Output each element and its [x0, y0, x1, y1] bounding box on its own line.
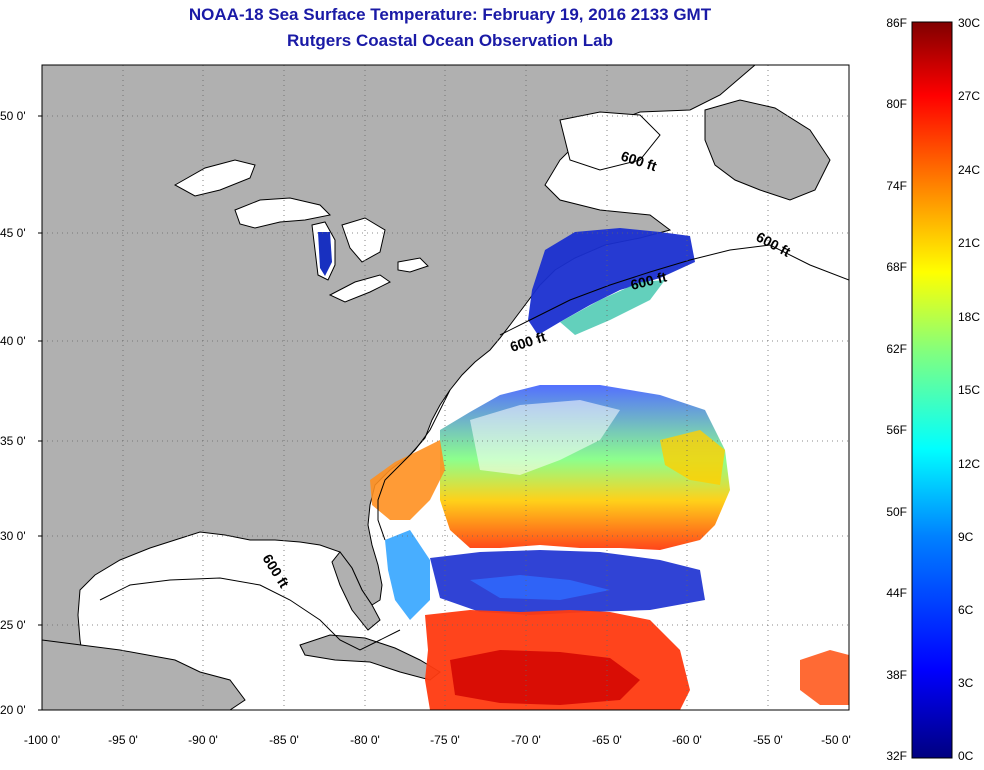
- lake-huron: [341, 217, 386, 263]
- isobath-600ft-atlantic: [377, 389, 451, 541]
- longitude-axis: -100 0' -95 0' -90 0' -85 0' -80 0' -75 …: [24, 733, 851, 747]
- colorbar-f-label: 38F: [886, 668, 907, 682]
- colorbar-gradient: [911, 21, 953, 759]
- colorbar-c-label: 3C: [958, 676, 974, 690]
- colorbar-f-label: 56F: [886, 423, 907, 437]
- sst-carolina-shelf: [370, 440, 445, 520]
- lon-label: -55 0': [753, 733, 783, 747]
- colorbar-f-label: 62F: [886, 342, 907, 356]
- land-florida: [331, 551, 381, 631]
- colorbar-c-label: 18C: [958, 310, 980, 324]
- colorbar-c-label: 12C: [958, 457, 980, 471]
- lon-label: -60 0': [672, 733, 702, 747]
- colorbar-f-label: 44F: [886, 586, 907, 600]
- colorbar-c-label: 6C: [958, 603, 974, 617]
- colorbar-f-label: 50F: [886, 505, 907, 519]
- lat-label: 35 0': [0, 434, 26, 448]
- latitude-axis: 50 0' 45 0' 40 0' 35 0' 30 0' 25 0' 20 0…: [0, 109, 42, 717]
- colorbar-f-label: 74F: [886, 179, 907, 193]
- colorbar-c-label: 27C: [958, 89, 980, 103]
- lon-label: -85 0': [269, 733, 299, 747]
- colorbar-c-label: 0C: [958, 749, 974, 763]
- land-yucatan: [42, 639, 246, 710]
- colorbar-f-label: 86F: [886, 16, 907, 30]
- lon-label: -90 0': [188, 733, 218, 747]
- lon-label: -95 0': [108, 733, 138, 747]
- colorbar-f-label: 32F: [886, 749, 907, 763]
- sst-data-field: [370, 228, 849, 710]
- sst-tropical-hot-core: [450, 650, 640, 705]
- colorbar: 86F 80F 74F 68F 62F 56F 50F 44F 38F 32F …: [886, 16, 980, 763]
- colorbar-c-label: 15C: [958, 383, 980, 397]
- colorbar-f-label: 68F: [886, 260, 907, 274]
- lon-label: -100 0': [24, 733, 60, 747]
- lon-label: -70 0': [511, 733, 541, 747]
- gulf-st-lawrence: [559, 111, 661, 171]
- lat-label: 20 0': [0, 703, 26, 717]
- lat-label: 45 0': [0, 226, 26, 240]
- map-border: [41, 64, 850, 711]
- isobath-600ft-gulf: [99, 577, 401, 651]
- lake-erie: [328, 274, 391, 303]
- sst-scotian-shelf: [528, 228, 695, 335]
- colorbar-f-label: 80F: [886, 97, 907, 111]
- lat-label: 25 0': [0, 618, 26, 632]
- lon-label: -80 0': [350, 733, 380, 747]
- lon-label: -75 0': [430, 733, 460, 747]
- land-newfoundland: [704, 99, 831, 201]
- lake-ontario: [397, 257, 429, 273]
- map-title: NOAA-18 Sea Surface Temperature: Februar…: [188, 5, 712, 24]
- colorbar-c-label: 21C: [958, 236, 980, 250]
- isobath-600ft-north: [499, 244, 849, 336]
- lake-michigan-sst: [318, 232, 332, 276]
- lat-label: 30 0': [0, 529, 26, 543]
- sst-florida-strait-warm: [385, 530, 430, 620]
- sst-slope-water: [560, 280, 665, 335]
- colorbar-c-label: 30C: [958, 16, 980, 30]
- map-subtitle: Rutgers Coastal Ocean Observation Lab: [287, 31, 613, 50]
- sst-cool-patch-mid: [470, 575, 610, 600]
- lon-label: -65 0': [592, 733, 622, 747]
- lat-label: 40 0': [0, 334, 26, 348]
- sst-cloud-speckle: [470, 400, 620, 475]
- sst-yellow-band: [660, 430, 725, 485]
- colorbar-fahrenheit-labels: 86F 80F 74F 68F 62F 56F 50F 44F 38F 32F: [886, 16, 907, 763]
- colorbar-c-label: 24C: [958, 163, 980, 177]
- lat-label: 50 0': [0, 109, 26, 123]
- lon-label: -50 0': [821, 733, 851, 747]
- map-area: 600 ft 600 ft 600 ft 600 ft 600 ft: [42, 65, 849, 710]
- sst-eastern-warm-patch: [800, 650, 849, 705]
- lake-superior: [234, 197, 332, 229]
- hudson-bay-inlet: [173, 159, 256, 197]
- colorbar-celsius-labels: 30C 27C 24C 21C 18C 15C 12C 9C 6C 3C 0C: [958, 16, 980, 763]
- colorbar-c-label: 9C: [958, 530, 974, 544]
